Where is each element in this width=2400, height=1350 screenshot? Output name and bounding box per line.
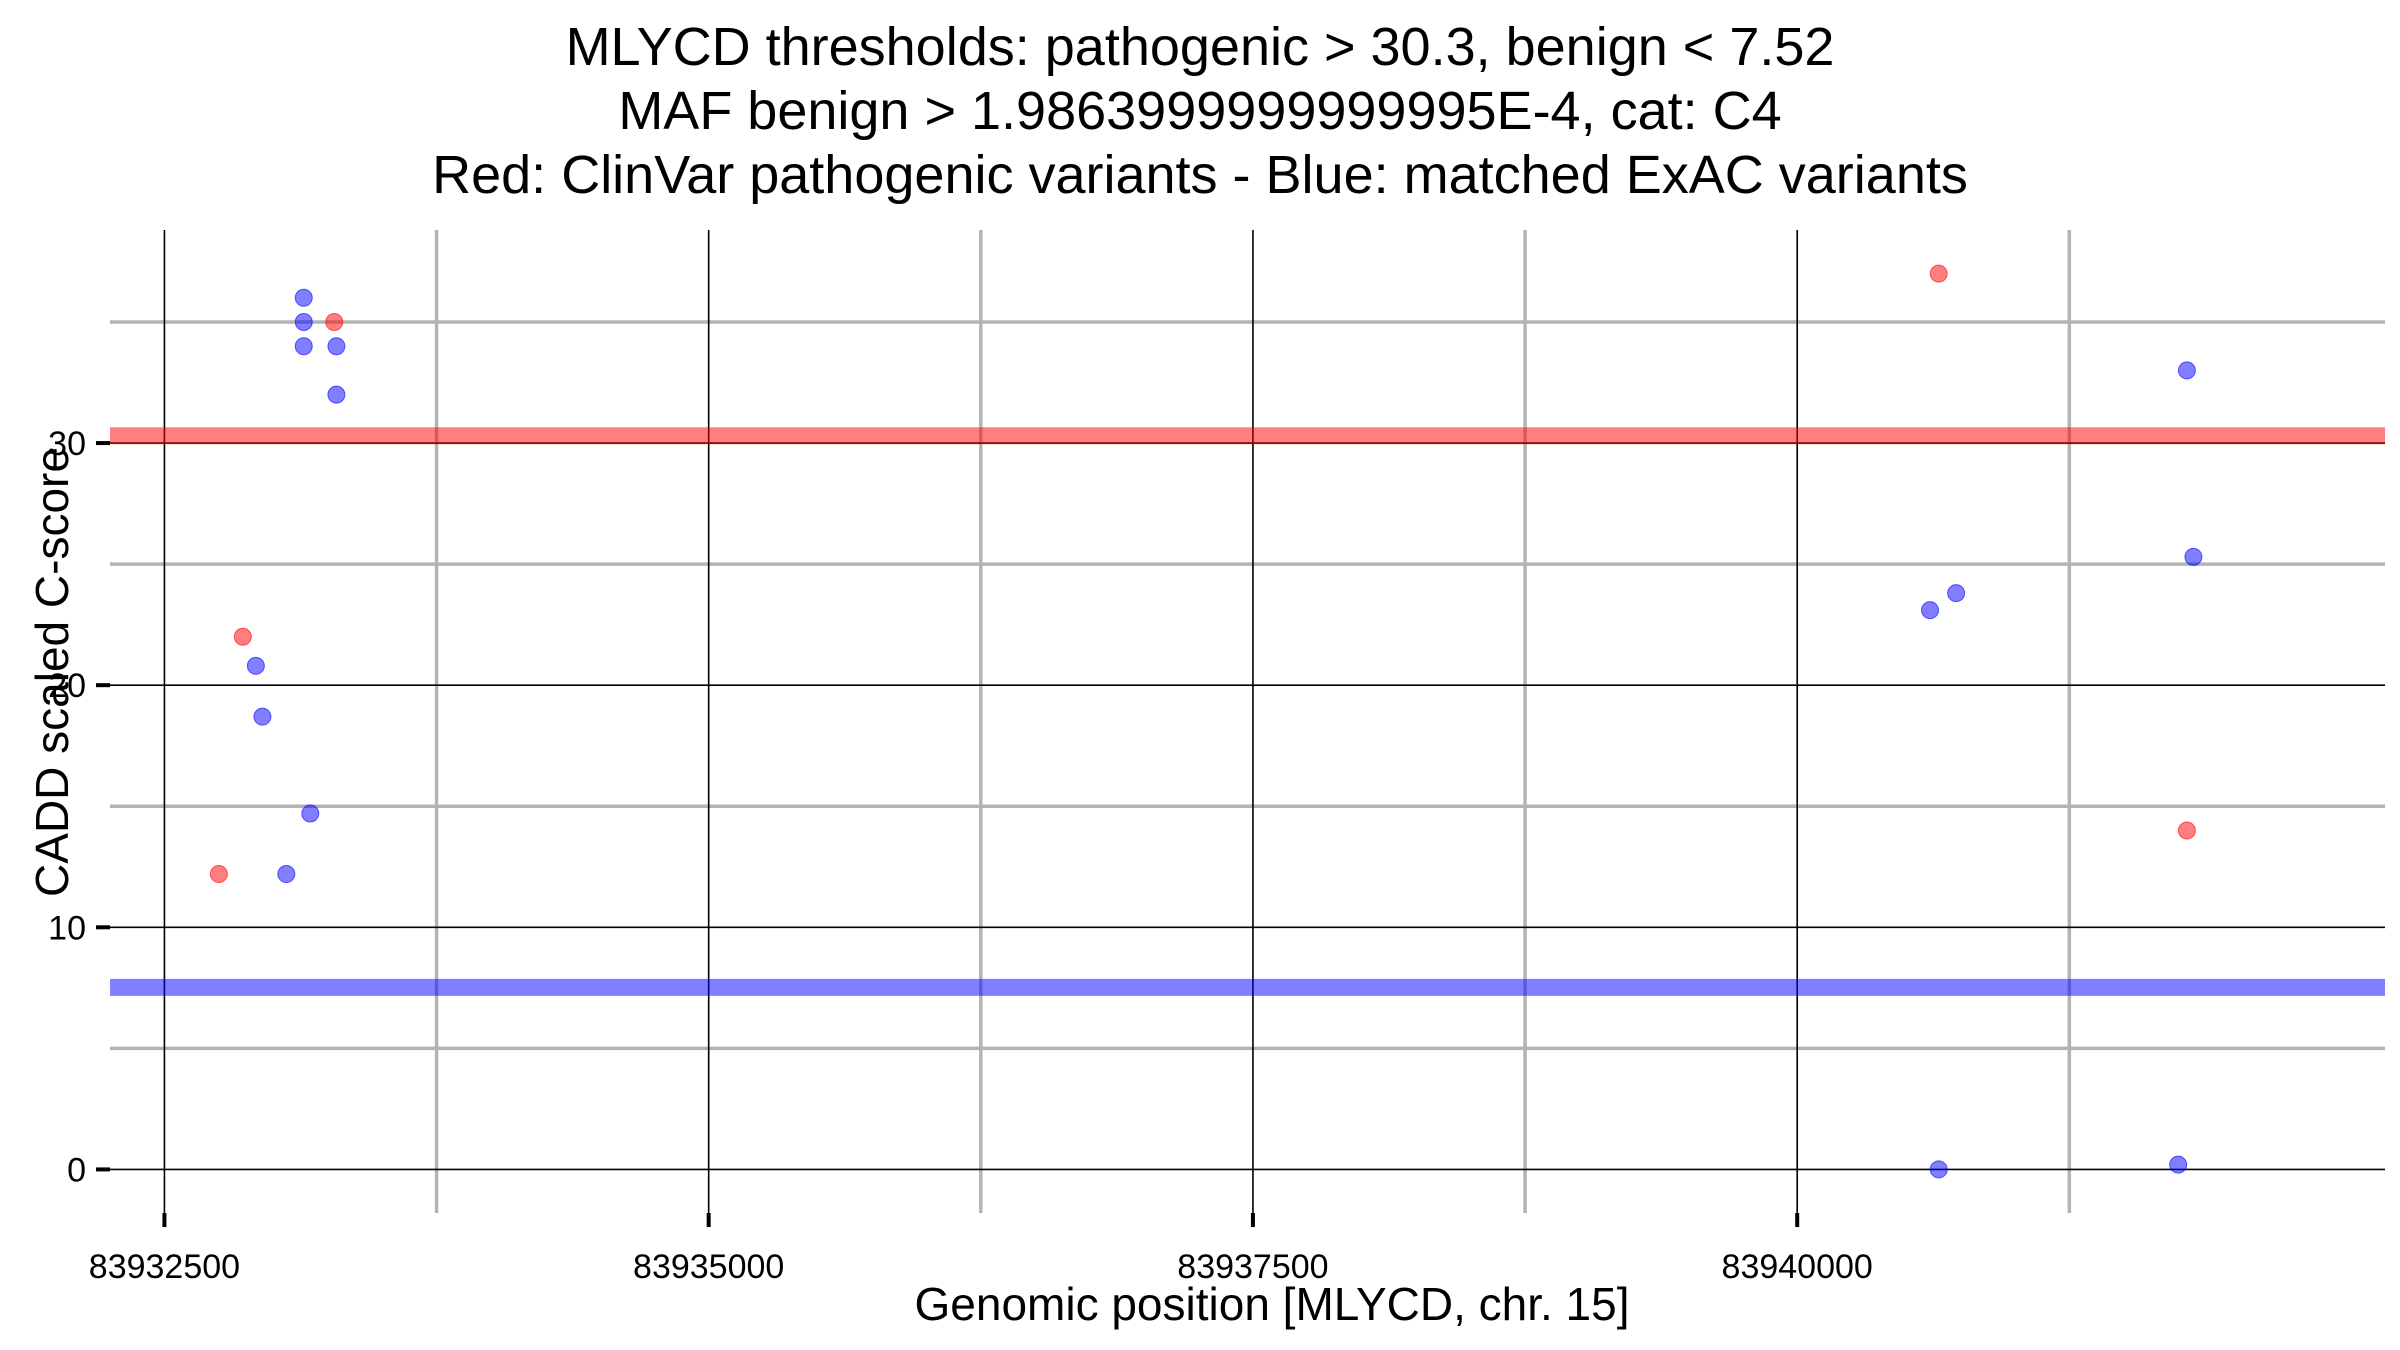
exac-variant-point: [327, 385, 346, 404]
exac-variant-point: [277, 865, 296, 884]
points-layer: [209, 264, 2203, 1179]
chart-title-line-2: MAF benign > 1.9863999999999995E-4, cat:…: [618, 81, 1782, 141]
y-tick-label: 30: [48, 425, 86, 463]
exac-variant-point: [327, 337, 346, 356]
exac-variant-point: [2177, 361, 2196, 380]
x-tick-label: 83940000: [1722, 1248, 1873, 1286]
exac-variant-point: [2184, 547, 2203, 566]
clinvar-pathogenic-point: [1929, 264, 1948, 283]
y-tick-label: 0: [67, 1151, 86, 1189]
grid-layer: [110, 230, 2385, 1213]
x-tick-label: 83935000: [633, 1248, 784, 1286]
exac-variant-point: [1929, 1160, 1948, 1179]
x-tick-label: 83937500: [1177, 1248, 1328, 1286]
exac-variant-point: [2169, 1155, 2188, 1174]
threshold-layer: [110, 427, 2385, 996]
clinvar-pathogenic-point: [209, 865, 228, 884]
chart-title-line-3: Red: ClinVar pathogenic variants - Blue:…: [432, 145, 1968, 205]
clinvar-pathogenic-point: [233, 627, 252, 646]
y-axis-title: CADD scaled C-score: [26, 447, 78, 897]
chart-title-line-1: MLYCD thresholds: pathogenic > 30.3, ben…: [565, 17, 1835, 77]
y-tick-label: 10: [48, 909, 86, 947]
exac-variant-point: [294, 288, 313, 307]
x-tick-label: 83932500: [89, 1248, 240, 1286]
exac-variant-point: [1947, 584, 1966, 603]
clinvar-pathogenic-point: [325, 313, 344, 332]
x-axis-title: Genomic position [MLYCD, chr. 15]: [915, 1278, 1630, 1330]
clinvar-pathogenic-point: [2177, 821, 2196, 840]
exac-variant-point: [1921, 601, 1939, 620]
exac-variant-point: [294, 313, 313, 332]
exac-variant-point: [253, 707, 272, 726]
exac-variant-point: [301, 804, 320, 823]
y-tick-label: 20: [48, 667, 86, 705]
axis-layer: 83932500 83935000 83937500 83940000 0 10 20 30: [48, 425, 1873, 1286]
exac-variant-point: [246, 656, 265, 675]
exac-variant-point: [294, 337, 313, 356]
